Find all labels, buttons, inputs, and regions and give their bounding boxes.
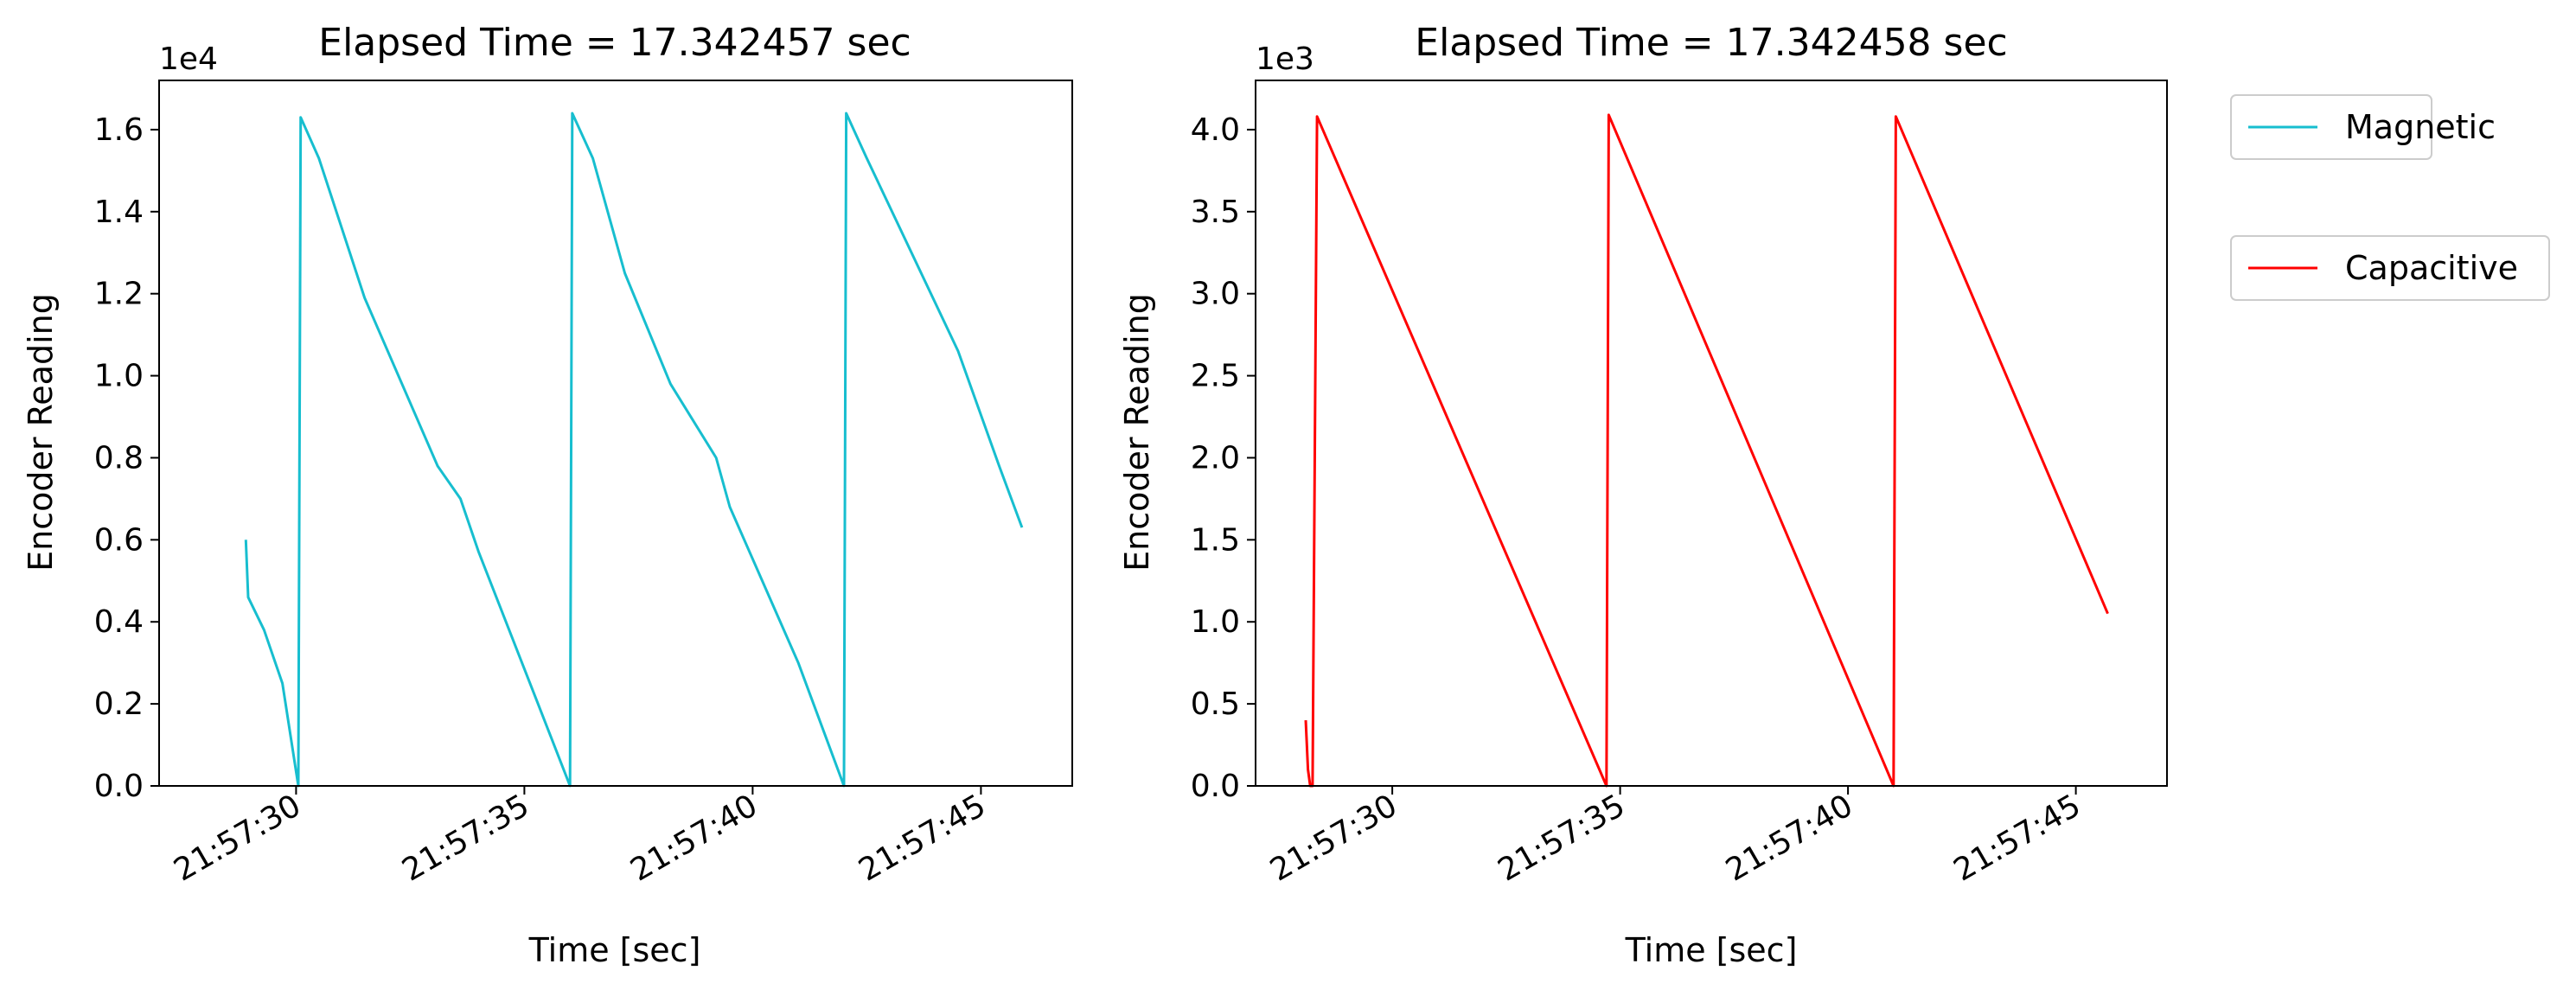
y-offset-label: 1e3	[1256, 42, 1314, 77]
legend-entry-magnetic: Magnetic	[2230, 94, 2496, 160]
y-axis-label: Encoder Reading	[22, 293, 60, 571]
y-tick-label: 0.4	[94, 604, 144, 640]
series-line-magnetic	[244, 112, 1024, 788]
y-tick-label: 3.0	[1191, 277, 1240, 312]
axes-frame	[158, 80, 1073, 787]
x-axis-label: Time [sec]	[528, 931, 701, 969]
legend-label: Capacitive	[2345, 249, 2518, 287]
y-tick-label: 1.4	[94, 195, 144, 230]
y-tick-label: 1.5	[1191, 522, 1240, 558]
y-tick-label: 0.6	[94, 522, 144, 558]
y-tick-label: 0.0	[94, 769, 144, 804]
series-line-capacitive	[1304, 113, 2109, 788]
y-tick-label: 1.0	[1191, 604, 1240, 640]
legend-entry-capacitive: Capacitive	[2230, 235, 2550, 301]
y-tick-label: 0.5	[1191, 686, 1240, 722]
plot-area	[1304, 113, 2109, 788]
y-offset-label: 1e4	[159, 42, 218, 77]
legend-box	[2230, 235, 2550, 301]
y-tick-label: 0.8	[94, 440, 144, 476]
y-tick-label: 2.5	[1191, 359, 1240, 394]
y-tick-label: 1.2	[94, 277, 144, 312]
plot-area	[244, 112, 1024, 788]
y-tick-label: 0.2	[94, 686, 144, 722]
legend: Magnetic Capacitive	[2230, 94, 2550, 301]
chart-title: Elapsed Time = 17.342457 sec	[318, 21, 911, 65]
legend-label: Magnetic	[2345, 108, 2496, 146]
y-tick-label: 0.0	[1191, 769, 1240, 804]
y-tick-label: 3.5	[1191, 195, 1240, 230]
y-tick-label: 2.0	[1191, 440, 1240, 476]
x-axis-label: Time [sec]	[1625, 931, 1798, 969]
legend-box	[2230, 94, 2432, 160]
y-axis-label: Encoder Reading	[1118, 293, 1156, 571]
chart-title: Elapsed Time = 17.342458 sec	[1415, 21, 2007, 65]
y-tick-label: 4.0	[1191, 112, 1240, 148]
y-tick-label: 1.0	[94, 359, 144, 394]
y-tick-label: 1.6	[94, 112, 144, 148]
axes-frame	[1255, 80, 2168, 787]
